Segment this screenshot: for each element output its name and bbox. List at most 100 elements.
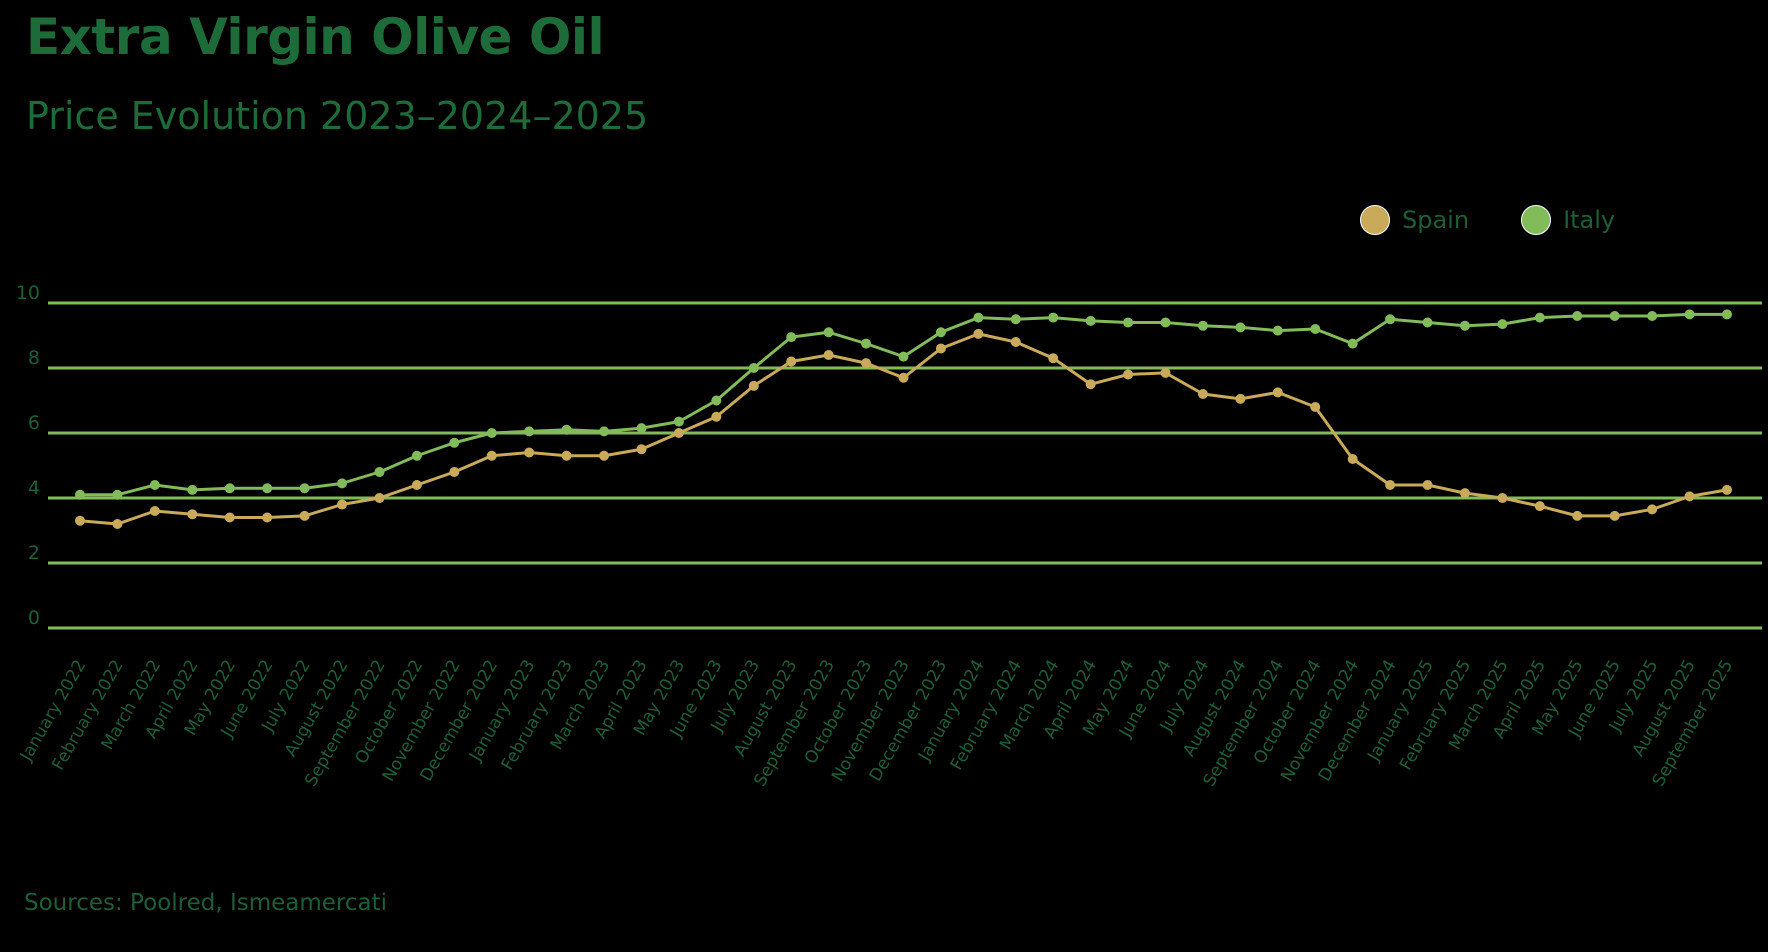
y-tick-label: 10 xyxy=(16,282,40,304)
data-point-italy xyxy=(1235,322,1246,333)
chart-legend: Spain Italy xyxy=(1360,205,1653,235)
data-point-spain xyxy=(1647,504,1658,515)
data-point-spain xyxy=(524,447,535,458)
data-point-spain xyxy=(486,450,497,461)
data-point-italy xyxy=(898,351,909,362)
data-point-italy xyxy=(861,338,872,349)
data-point-italy xyxy=(1048,312,1059,323)
data-point-italy xyxy=(636,423,647,434)
data-point-spain xyxy=(1048,353,1059,364)
data-point-italy xyxy=(1123,317,1134,328)
data-point-italy xyxy=(449,437,460,448)
data-point-italy xyxy=(337,478,348,489)
legend-label-spain: Spain xyxy=(1402,206,1470,234)
data-point-italy xyxy=(1347,338,1358,349)
data-point-spain xyxy=(337,499,348,510)
data-point-spain xyxy=(1385,480,1396,490)
data-point-spain xyxy=(1422,480,1433,490)
data-point-spain xyxy=(262,512,273,523)
data-point-italy xyxy=(262,483,273,494)
data-point-italy xyxy=(673,416,684,427)
data-point-italy xyxy=(374,467,385,477)
data-point-italy xyxy=(1647,311,1658,321)
legend-item-spain: Spain xyxy=(1360,205,1469,235)
data-point-spain xyxy=(187,509,198,520)
data-point-spain xyxy=(75,515,85,526)
y-tick-label: 0 xyxy=(28,607,40,629)
chart-title: Extra Virgin Olive Oil xyxy=(26,8,605,66)
data-point-italy xyxy=(1160,317,1171,328)
data-point-spain xyxy=(449,467,460,477)
data-point-spain xyxy=(935,343,946,354)
data-point-spain xyxy=(599,450,610,461)
chart-subtitle: Price Evolution 2023–2024–2025 xyxy=(26,94,649,138)
data-point-spain xyxy=(786,356,797,367)
data-point-italy xyxy=(1010,314,1021,325)
data-point-italy xyxy=(187,484,198,495)
data-point-spain xyxy=(374,493,385,503)
data-point-spain xyxy=(1085,379,1096,390)
y-tick-label: 2 xyxy=(28,542,40,564)
data-point-spain xyxy=(1609,510,1620,521)
data-point-italy xyxy=(599,426,610,437)
chart-series xyxy=(75,309,1732,529)
data-point-spain xyxy=(973,328,984,339)
y-tick-label: 8 xyxy=(28,347,40,369)
data-point-italy xyxy=(973,312,984,323)
data-point-italy xyxy=(299,483,310,494)
data-point-spain xyxy=(1010,337,1021,347)
data-point-italy xyxy=(1422,317,1433,328)
data-point-italy xyxy=(1497,319,1508,330)
data-point-italy xyxy=(75,489,85,500)
data-point-spain xyxy=(1534,501,1545,512)
data-point-italy xyxy=(1609,311,1620,321)
data-point-spain xyxy=(561,450,572,461)
data-point-italy xyxy=(561,424,572,435)
data-point-italy xyxy=(823,327,834,338)
data-point-spain xyxy=(224,512,235,523)
data-point-spain xyxy=(1572,510,1583,521)
data-point-italy xyxy=(1572,311,1583,321)
data-point-italy xyxy=(1085,315,1096,326)
data-point-spain xyxy=(1722,484,1732,495)
data-point-spain xyxy=(411,480,422,490)
data-point-spain xyxy=(1684,491,1695,502)
data-point-italy xyxy=(1272,325,1283,336)
data-point-italy xyxy=(524,426,535,437)
data-point-spain xyxy=(898,372,909,383)
data-point-spain xyxy=(1235,393,1246,404)
legend-marker-italy-icon xyxy=(1521,205,1552,235)
gridlines xyxy=(48,301,1762,630)
data-point-spain xyxy=(112,519,123,529)
data-point-italy xyxy=(711,395,722,406)
series-line-italy xyxy=(80,312,1727,497)
data-point-italy xyxy=(935,327,946,338)
data-point-spain xyxy=(1123,369,1134,380)
data-point-italy xyxy=(1722,309,1732,320)
y-axis-ticks: 0 2 4 6 8 10 xyxy=(16,282,40,629)
y-tick-label: 4 xyxy=(28,477,40,499)
data-point-spain xyxy=(1310,402,1321,412)
data-point-italy xyxy=(1197,320,1208,331)
data-point-spain xyxy=(861,358,872,369)
data-point-spain xyxy=(1197,389,1208,399)
series-line-spain xyxy=(79,332,1728,526)
data-point-italy xyxy=(1385,314,1396,325)
y-tick-label: 6 xyxy=(28,412,40,434)
data-point-spain xyxy=(673,428,684,438)
data-point-italy xyxy=(748,363,759,373)
data-point-spain xyxy=(299,510,310,521)
legend-marker-spain-icon xyxy=(1360,205,1390,235)
data-point-italy xyxy=(1310,324,1321,334)
legend-label-italy: Italy xyxy=(1563,206,1616,234)
data-point-spain xyxy=(1459,488,1470,499)
data-point-spain xyxy=(1497,493,1508,503)
data-point-italy xyxy=(786,332,797,343)
data-point-spain xyxy=(711,411,722,422)
data-point-spain xyxy=(1347,454,1358,464)
data-point-italy xyxy=(411,450,422,461)
data-point-italy xyxy=(112,489,123,500)
data-point-italy xyxy=(1459,320,1470,331)
